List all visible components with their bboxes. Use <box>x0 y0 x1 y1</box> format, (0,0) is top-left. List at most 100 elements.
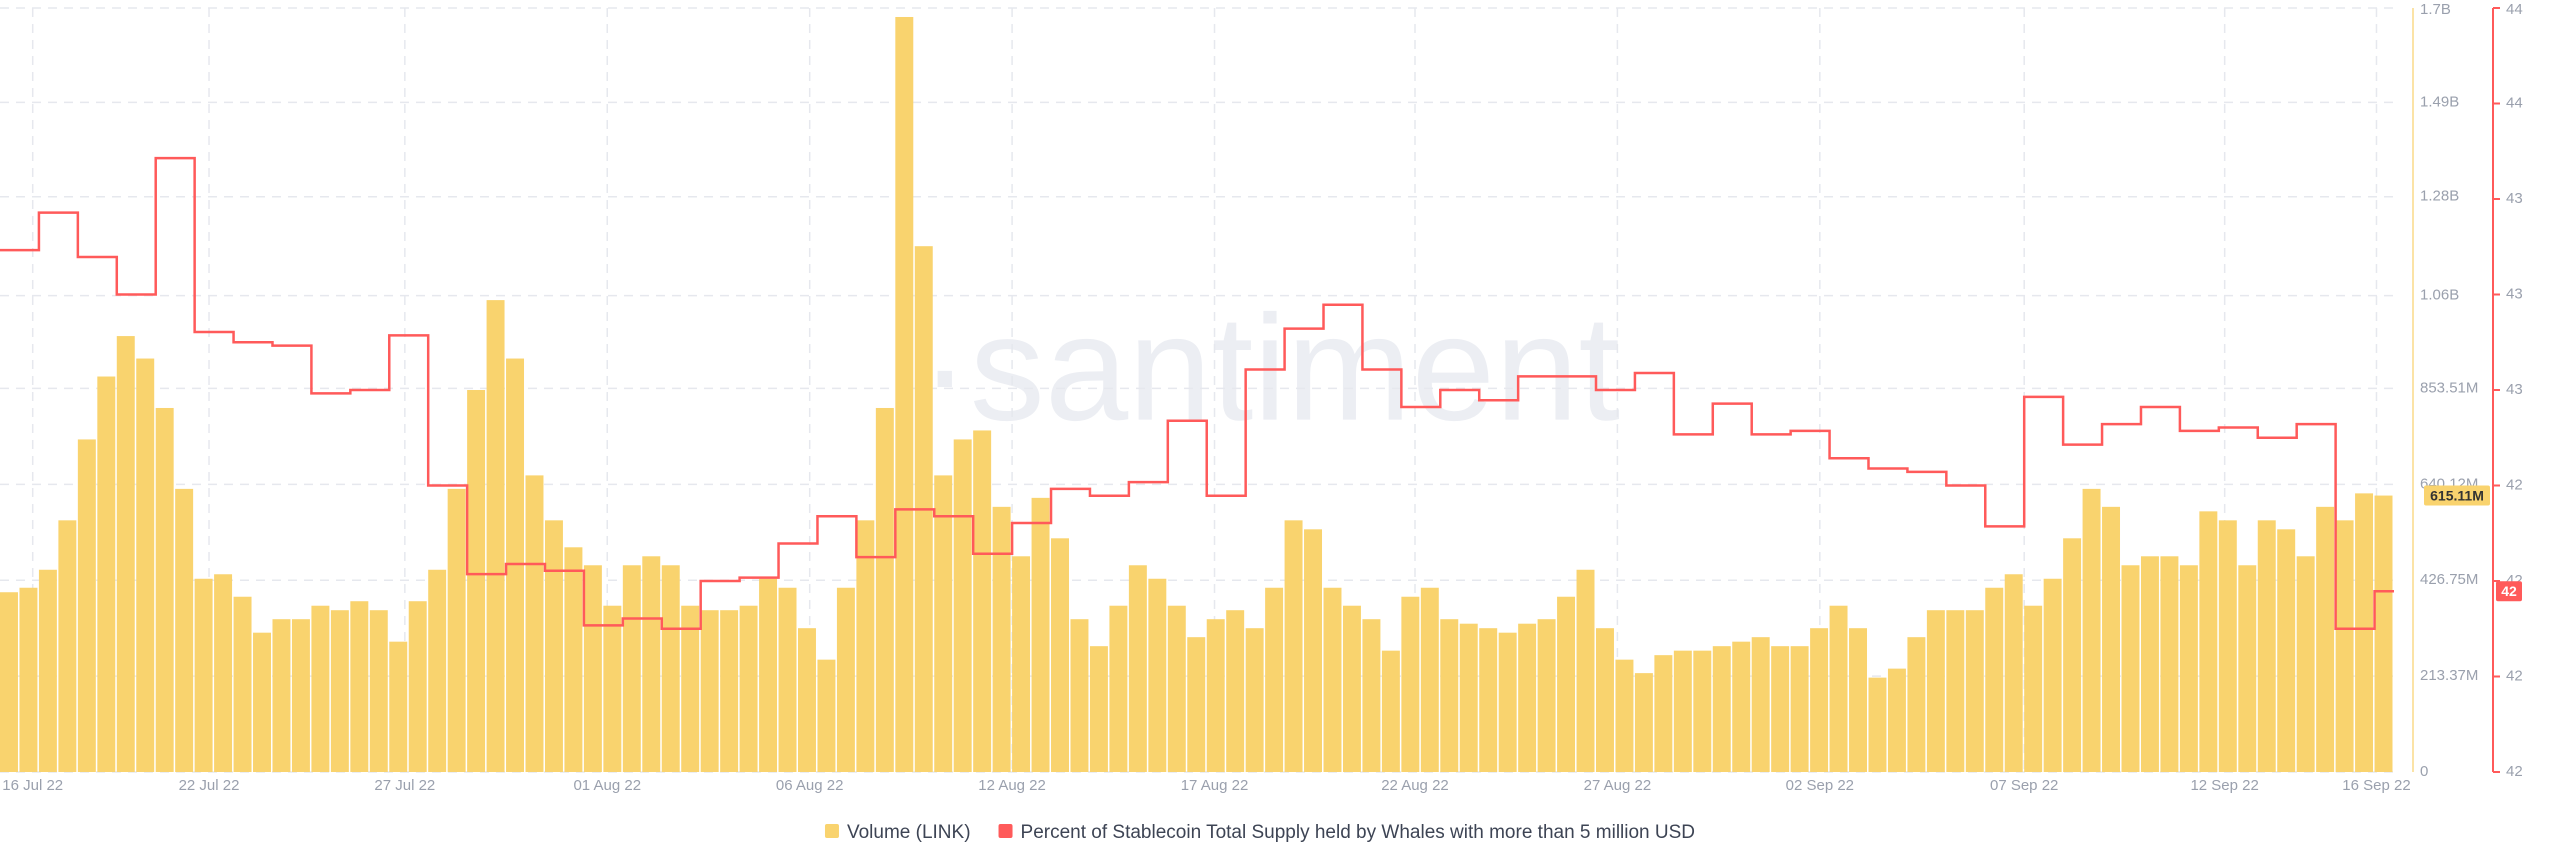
y2-tick-label: 43 <box>2506 190 2523 207</box>
volume-bar <box>194 578 213 772</box>
volume-bar <box>253 632 271 772</box>
volume-bar <box>1965 610 1984 772</box>
volume-bar <box>2374 495 2393 772</box>
volume-bar <box>1284 520 1303 772</box>
x-tick-label: 01 Aug 22 <box>573 777 641 794</box>
volume-bar <box>2355 493 2374 772</box>
volume-bar <box>1537 619 1556 772</box>
legend-label: Percent of Stablecoin Total Supply held … <box>1021 822 1696 843</box>
volume-bar <box>1771 646 1790 772</box>
volume-bar <box>1128 565 1147 772</box>
volume-bar <box>2140 556 2159 772</box>
volume-bar <box>330 610 349 772</box>
volume-bar <box>700 610 719 772</box>
y-tick-label: 1.49B <box>2420 93 2459 110</box>
volume-bar <box>798 628 816 772</box>
x-tick-label: 06 Aug 22 <box>776 777 844 794</box>
y-tick-label: 426.75M <box>2420 571 2478 588</box>
volume-bar <box>311 605 330 772</box>
volume-bar <box>467 390 486 772</box>
volume-bar <box>1012 556 1031 772</box>
volume-bar <box>1420 587 1439 772</box>
volume-bar <box>2238 565 2257 772</box>
x-tick-label: 17 Aug 22 <box>1181 777 1249 794</box>
volume-bar <box>544 520 563 772</box>
volume-bar <box>486 300 505 772</box>
volume-bar <box>1790 646 1809 772</box>
volume-bar <box>895 16 914 773</box>
volume-bar <box>1226 610 1245 772</box>
y-tick-label: 1.28B <box>2420 188 2459 205</box>
volume-bar <box>1401 596 1420 772</box>
volume-bar <box>1031 497 1050 772</box>
volume-bar <box>1342 605 1361 772</box>
volume-bar <box>720 610 739 772</box>
volume-bar <box>1459 623 1478 772</box>
volume-bar <box>1985 587 2004 772</box>
volume-bar <box>2102 506 2121 772</box>
volume-bar <box>1109 605 1128 772</box>
volume-bar <box>1810 628 1829 772</box>
y2-tick-label: 43 <box>2506 285 2523 302</box>
volume-bar <box>1615 659 1634 772</box>
volume-bar <box>1479 628 1498 772</box>
volume-bar <box>58 520 77 772</box>
y-tick-label: 1.7B <box>2420 1 2451 18</box>
x-tick-label: 16 Sep 22 <box>2342 777 2410 794</box>
volume-bar <box>97 376 116 772</box>
volume-bar <box>1596 628 1614 772</box>
volume-bar <box>2121 565 2140 772</box>
volume-bar <box>778 587 797 772</box>
volume-bar <box>1265 587 1284 772</box>
volume-bar <box>136 358 155 772</box>
x-tick-label: 27 Aug 22 <box>1584 777 1652 794</box>
volume-bar <box>1849 628 1867 772</box>
y-tick-label: 853.51M <box>2420 379 2478 396</box>
volume-bar <box>739 605 758 772</box>
volume-bar <box>1751 637 1770 772</box>
current-value-label: 615.11M <box>2430 487 2484 503</box>
volume-bar <box>2024 605 2043 772</box>
volume-bar <box>1089 646 1108 772</box>
volume-bar <box>1732 641 1751 772</box>
y2-tick-label: 42 <box>2506 763 2523 780</box>
y2-tick-label: 44 <box>2506 1 2523 18</box>
volume-bar <box>836 587 855 772</box>
volume-bar <box>2257 520 2276 772</box>
volume-bar <box>1926 610 1945 772</box>
current-value-box <box>2424 485 2490 506</box>
volume-bar <box>1868 677 1887 772</box>
volume-bar <box>934 475 953 772</box>
volume-bar <box>2082 488 2101 772</box>
volume-bar <box>408 601 427 772</box>
volume-bar <box>2199 511 2218 772</box>
volume-bar <box>175 488 194 772</box>
volume-bar <box>525 475 544 772</box>
volume-bar <box>1712 646 1731 772</box>
volume-bar <box>681 605 700 772</box>
volume-bar <box>2296 556 2315 772</box>
volume-bar <box>1946 610 1965 772</box>
volume-bar <box>2043 578 2062 772</box>
volume-bar <box>1148 578 1167 772</box>
volume-bar <box>564 547 583 772</box>
volume-bar <box>155 407 174 772</box>
volume-bar <box>506 358 525 772</box>
volume-bar <box>77 439 96 772</box>
volume-bar <box>428 569 447 772</box>
y2-tick-label: 42 <box>2506 476 2523 493</box>
x-tick-label: 22 Aug 22 <box>1381 777 1449 794</box>
volume-bar <box>2179 565 2198 772</box>
x-tick-label: 16 Jul 22 <box>2 777 63 794</box>
volume-bar <box>1187 637 1206 772</box>
volume-bar <box>1070 619 1089 772</box>
volume-bar <box>38 569 57 772</box>
volume-bar <box>0 592 18 772</box>
volume-bar <box>19 587 38 772</box>
legend: Volume (LINK) Percent of Stablecoin Total… <box>824 822 1696 843</box>
volume-bar <box>447 488 466 772</box>
y2-tick-label: 42 <box>2506 667 2523 684</box>
volume-bar <box>1557 596 1576 772</box>
volume-bar <box>369 610 388 772</box>
